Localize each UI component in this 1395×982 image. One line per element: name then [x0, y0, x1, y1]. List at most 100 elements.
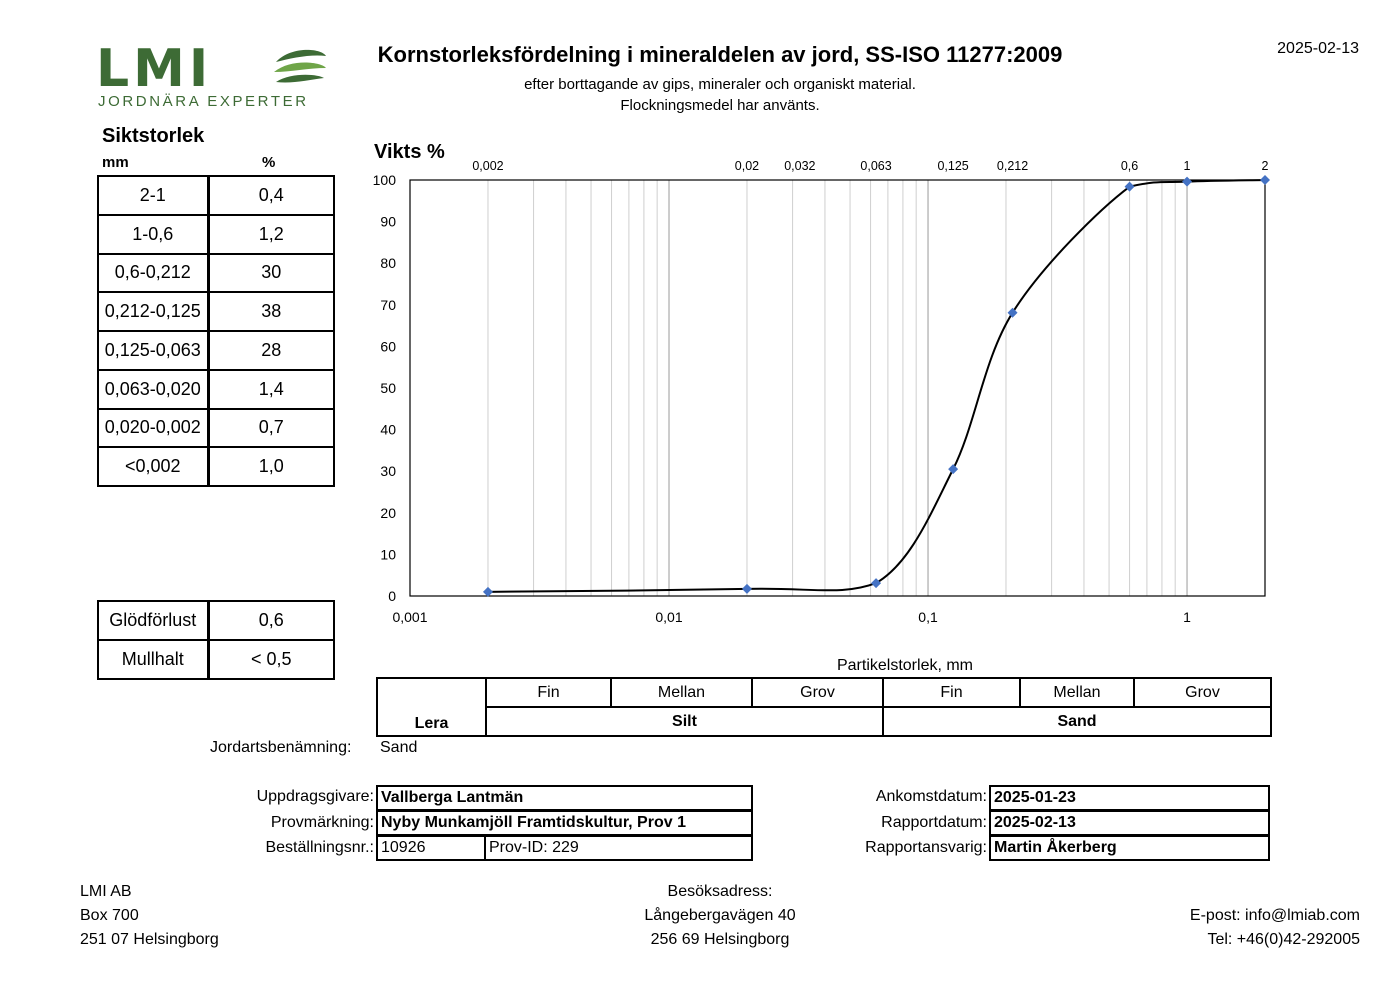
footer-phone: Tel: +46(0)42-292005 [1207, 931, 1360, 948]
sieve-range: 1-0,6 [97, 213, 209, 255]
class-silt-grov: Grov [751, 677, 884, 708]
x-tick-label: 0,1 [918, 609, 938, 625]
logo-tagline: JORDNÄRA EXPERTER [98, 93, 309, 110]
footer-box: Box 700 [80, 907, 139, 924]
sieve-row: 0,212-0,125 38 [97, 291, 335, 332]
y-tick-label: 80 [380, 255, 396, 271]
top-size-label: 0,02 [735, 159, 759, 173]
footer-visit-postal: 256 69 Helsingborg [650, 931, 790, 948]
x-tick-label: 1 [1183, 609, 1191, 625]
chart-grid [409, 179, 1266, 597]
leaf-icon [274, 49, 326, 83]
footer-postal: 251 07 Helsingborg [80, 931, 219, 948]
class-lera: Lera [376, 677, 487, 737]
top-size-label: 0,125 [937, 159, 968, 173]
provmarkning-value: Nyby Munkamjöll Framtidskultur, Prov 1 [376, 810, 753, 836]
y-tick-label: 30 [380, 463, 396, 479]
footer-postal-address: LMI AB Box 700 251 07 Helsingborg [80, 880, 219, 952]
data-points [482, 175, 1270, 597]
rapportansvarig-label: Rapportansvarig: [865, 839, 987, 856]
class-silt-fin: Fin [485, 677, 612, 708]
data-point-marker [1007, 307, 1018, 318]
footer-visit-street: Långebergavägen 40 [644, 907, 796, 924]
top-size-label: 1 [1184, 159, 1191, 173]
top-size-label: 0,002 [472, 159, 503, 173]
data-point-marker [482, 586, 493, 597]
class-sand: Sand [882, 706, 1272, 737]
rapportdatum-label: Rapportdatum: [881, 814, 987, 831]
lmi-logo: LMI JORDNÄRA EXPERTER [96, 39, 328, 110]
y-tick-label: 10 [380, 546, 396, 562]
rapportdatum-value: 2025-02-13 [989, 810, 1270, 836]
sieve-row: <0,002 1,0 [97, 446, 335, 487]
x-axis-title: Partikelstorlek, mm [837, 657, 973, 674]
sieve-row: 0,6-0,212 30 [97, 252, 335, 294]
data-point-marker [1260, 175, 1270, 185]
sieve-percent: 1,0 [206, 446, 335, 487]
logo-wordmark: LMI [96, 42, 212, 99]
sieve-col-pct: % [262, 154, 276, 171]
sieve-range: 0,6-0,212 [97, 252, 209, 294]
sieve-row: 0,020-0,002 0,7 [97, 407, 335, 449]
sieve-col-mm: mm [102, 154, 129, 171]
footer-visit-label: Besöksadress: [667, 883, 773, 900]
mullhalt-label: Mullhalt [97, 639, 209, 680]
sieve-percent: 0,4 [206, 175, 335, 216]
y-tick-label: 20 [380, 505, 396, 521]
sieve-range: <0,002 [97, 446, 209, 487]
y-tick-label: 60 [380, 338, 396, 354]
uppdragsgivare-value: Vallberga Lantmän [376, 785, 753, 811]
report-date: 2025-02-13 [1277, 40, 1359, 57]
y-tick-label: 70 [380, 297, 396, 313]
sieve-range: 0,125-0,063 [97, 330, 209, 371]
class-sand-mellan: Mellan [1019, 677, 1135, 708]
class-silt-mellan: Mellan [610, 677, 753, 708]
plot-frame [409, 179, 1266, 597]
sieve-percent: 1,2 [206, 213, 335, 255]
mullhalt-value: < 0,5 [206, 639, 335, 680]
footer-contact: E-post: info@lmiab.com Tel: +46(0)42-292… [1190, 904, 1360, 952]
top-size-label: 2 [1262, 159, 1269, 173]
grading-curve [487, 179, 1266, 593]
glodforlust-label: Glödförlust [97, 600, 209, 641]
y-tick-label: 90 [380, 214, 396, 230]
sieve-row: 1-0,6 1,2 [97, 213, 335, 255]
glodforlust-value: 0,6 [206, 600, 335, 641]
extra-table: Glödförlust 0,6 Mullhalt < 0,5 [97, 600, 335, 680]
sieve-percent: 28 [206, 330, 335, 371]
jordart-label: Jordartsbenämning: [210, 739, 352, 756]
class-sand-fin: Fin [882, 677, 1021, 708]
footer-company: LMI AB [80, 883, 132, 900]
sieve-title: Siktstorlek [102, 125, 205, 147]
sieve-range: 0,020-0,002 [97, 407, 209, 449]
data-point-marker [1124, 181, 1135, 192]
y-tick-label: 40 [380, 422, 396, 438]
jordart-value: Sand [380, 739, 418, 756]
sieve-range: 0,212-0,125 [97, 291, 209, 332]
subtitle-line-1: efter borttagande av gips, mineraler och… [524, 76, 916, 93]
sieve-percent: 38 [206, 291, 335, 332]
ankomstdatum-label: Ankomstdatum: [875, 788, 987, 805]
y-tick-label: 0 [388, 588, 396, 604]
sieve-range: 2-1 [97, 175, 209, 216]
footer-visit-address: Besöksadress: Långebergavägen 40 256 69 … [570, 880, 870, 952]
sieve-row: 0,063-0,020 1,4 [97, 368, 335, 410]
top-size-label: 0,063 [860, 159, 891, 173]
chart-ticks: 0 10 20 30 40 50 60 70 80 90 100 0,001 0,01 0,1 1 0,002… [373, 159, 1269, 625]
top-size-label: 0,212 [997, 159, 1028, 173]
ankomstdatum-value: 2025-01-23 [989, 785, 1270, 811]
sieve-range: 0,063-0,020 [97, 368, 209, 410]
rapportansvarig-value: Martin Åkerberg [989, 835, 1270, 861]
y-tick-label: 100 [373, 172, 397, 188]
top-size-label: 0,032 [784, 159, 815, 173]
class-sand-grov: Grov [1133, 677, 1272, 708]
provmarkning-label: Provmärkning: [270, 814, 374, 831]
bestallningsnr-value: 10926 [376, 835, 486, 861]
class-silt: Silt [485, 706, 884, 737]
data-point-marker [1182, 176, 1193, 187]
page-title: Kornstorleksfördelning i mineraldelen av… [377, 42, 1063, 67]
sieve-percent: 0,7 [206, 407, 335, 449]
data-point-marker [741, 583, 752, 594]
y-axis-title: Vikts % [374, 141, 445, 163]
